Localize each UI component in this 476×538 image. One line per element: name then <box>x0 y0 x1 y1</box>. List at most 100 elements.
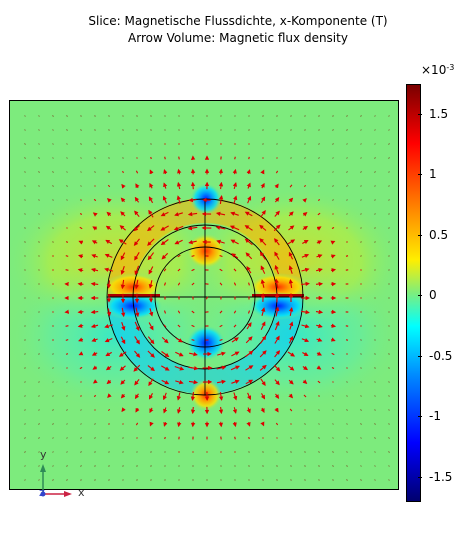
field-arrow <box>93 198 97 202</box>
field-arrow <box>332 115 334 117</box>
field-arrow <box>318 115 320 117</box>
field-arrow <box>374 115 376 117</box>
field-arrow <box>246 182 251 189</box>
field-arrow <box>374 171 376 173</box>
field-arrow <box>234 156 236 160</box>
field-arrow <box>288 335 294 344</box>
field-arrow <box>108 143 110 145</box>
field-arrow <box>161 379 170 385</box>
field-arrow <box>219 282 223 286</box>
field-arrow <box>332 143 334 145</box>
field-arrow <box>360 395 362 397</box>
field-arrow <box>273 364 281 372</box>
field-arrow <box>290 437 292 439</box>
field-arrow <box>290 157 292 159</box>
field-arrow <box>332 465 334 467</box>
field-arrow <box>90 267 99 273</box>
hotspot-center-lower <box>186 325 226 361</box>
axis-triad <box>40 464 72 497</box>
field-arrow <box>388 465 390 467</box>
field-arrow <box>190 181 196 190</box>
field-arrow <box>177 324 181 328</box>
field-arrow <box>177 282 181 286</box>
field-arrow <box>38 437 40 439</box>
field-arrow <box>104 253 113 258</box>
field-arrow <box>259 224 267 231</box>
field-arrow <box>318 185 320 187</box>
field-arrow <box>134 252 140 261</box>
field-arrow <box>388 129 390 131</box>
field-arrow <box>274 278 279 289</box>
field-arrow <box>52 199 54 201</box>
field-arrow <box>374 423 376 425</box>
field-arrow <box>332 423 334 425</box>
field-arrow <box>388 115 390 117</box>
field-arrow <box>304 437 306 439</box>
field-arrow <box>274 197 280 203</box>
field-arrow <box>233 268 237 272</box>
field-arrow <box>52 185 54 187</box>
field-arrow <box>246 322 252 330</box>
field-arrow <box>52 129 54 131</box>
field-arrow <box>135 170 139 174</box>
field-arrow <box>260 407 265 413</box>
field-arrow <box>122 423 124 425</box>
field-arrow <box>147 225 155 232</box>
field-arrow <box>332 185 334 187</box>
field-arrow <box>316 226 322 231</box>
field-arrow <box>177 310 181 314</box>
field-arrow <box>66 157 68 159</box>
field-arrow <box>360 451 362 453</box>
field-arrow <box>231 379 240 384</box>
field-arrow <box>38 451 40 453</box>
field-arrow <box>290 451 292 453</box>
field-arrow <box>105 225 112 231</box>
field-arrow <box>108 451 110 453</box>
field-arrow <box>160 239 169 246</box>
field-arrow <box>66 129 68 131</box>
field-arrow <box>191 268 195 272</box>
field-arrow <box>374 381 376 383</box>
field-arrow <box>120 266 125 275</box>
field-arrow <box>215 225 226 230</box>
field-arrow <box>232 182 238 190</box>
field-arrow <box>176 407 182 414</box>
field-arrow <box>346 423 348 425</box>
field-arrow <box>315 281 324 287</box>
field-arrow <box>161 365 170 371</box>
field-arrow <box>301 337 310 343</box>
field-arrow <box>332 213 334 215</box>
field-arrow <box>388 185 390 187</box>
field-arrow <box>105 351 112 357</box>
field-arrow <box>149 421 154 427</box>
field-arrow <box>260 393 266 400</box>
field-arrow <box>94 451 96 453</box>
field-arrow <box>38 381 40 383</box>
field-arrow <box>219 310 223 314</box>
colorbar-tick-mark <box>418 356 422 357</box>
field-arrow <box>121 322 126 331</box>
field-arrow <box>118 351 127 357</box>
field-arrow <box>231 337 239 343</box>
field-arrow <box>274 393 280 399</box>
field-arrow <box>216 365 227 370</box>
field-arrow <box>346 479 348 481</box>
field-arrow <box>259 335 267 344</box>
field-arrow <box>219 324 223 328</box>
field-arrow <box>177 421 182 428</box>
boundary-right <box>252 294 304 297</box>
field-arrow <box>24 171 26 173</box>
field-arrow <box>346 213 348 215</box>
field-arrow <box>360 465 362 467</box>
field-arrow <box>38 115 40 117</box>
field-arrow <box>332 129 334 131</box>
slice-plot[interactable] <box>9 100 399 490</box>
field-arrow <box>301 267 310 273</box>
field-arrow <box>248 156 250 160</box>
field-arrow <box>90 309 99 315</box>
field-arrow <box>205 296 209 300</box>
field-arrow <box>133 364 141 372</box>
field-arrow <box>304 409 306 411</box>
field-arrow <box>260 265 266 274</box>
field-arrow <box>134 210 140 218</box>
